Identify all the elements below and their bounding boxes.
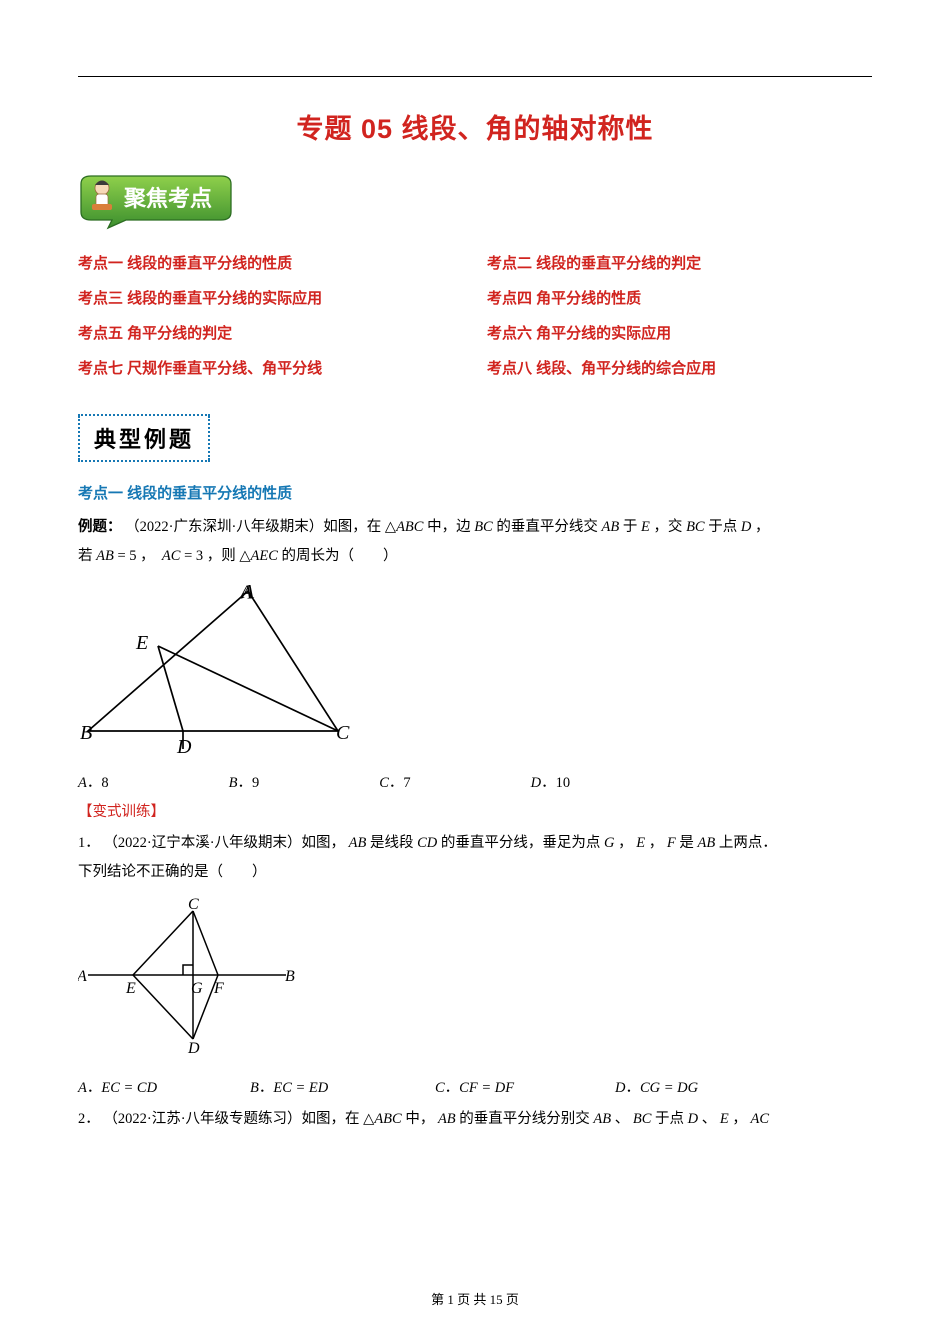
svg-text:D: D [187,1040,200,1055]
opt2-b: B．EC = ED [250,1076,435,1097]
svg-text:B: B [80,722,92,744]
ex-e: E [641,519,650,535]
opt-c: C．7 [379,771,410,792]
q1-e: E [636,835,645,851]
ex-text-5: ，交 [653,519,682,535]
ex-text-2: 中，边 [427,519,471,535]
ex-bc: BC [474,519,493,535]
svg-text:A: A [78,968,87,985]
q1-t1: 是线段 [370,835,414,851]
q2-ac: AC [751,1111,770,1127]
q2-t5: 、 [702,1111,717,1127]
q1-t3: ， [618,835,633,851]
svg-text:F: F [213,980,224,997]
focus-badge: 聚焦考点 [78,174,233,230]
q1-cd: CD [417,835,437,851]
q2-t4: 于点 [655,1111,684,1127]
svg-text:B: B [285,968,295,985]
q1-src: （2022·辽宁本溪·八年级期末）如图， [103,835,345,851]
ex-comma: ， [755,519,770,535]
opt2-a: A．EC = CD [78,1076,250,1097]
q2-num: 2． [78,1111,100,1127]
doc-title: 专题 05 线段、角的轴对称性 [78,107,872,146]
ex-l2c: 的周长为（ ） [282,548,398,564]
example-problem: 例题： （2022·广东深圳·八年级期末）如图，在 △ABC 中，边 BC 的垂… [78,513,872,571]
svg-text:D: D [176,736,192,756]
q1-t5: 是 [679,835,694,851]
section-1-head: 考点一 线段的垂直平分线的性质 [78,482,872,503]
ex-text-6: 于点 [708,519,737,535]
ex-tri2: AEC [251,548,278,564]
ex-l2a: 若 [78,548,93,564]
q1-t4: ， [649,835,664,851]
page-footer: 第 1 页 共 15 页 [0,1289,950,1308]
svg-text:A: A [240,581,255,603]
ex-eq1: AB [96,548,114,564]
svg-text:E: E [135,632,148,654]
ex-text-1: （2022·广东深圳·八年级期末）如图，在 [125,519,381,535]
figure-1: A A A B C D E A [78,581,872,761]
ex-text-3: 的垂直平分线交 [496,519,598,535]
point-3: 考点三 线段的垂直平分线的实际应用 [78,287,463,308]
badge-text: 聚焦考点 [123,186,212,211]
opt-b: B．9 [229,771,260,792]
svg-text:E: E [125,980,136,997]
svg-text:C: C [336,722,350,744]
q2-t1: 中， [405,1111,434,1127]
q2-d: D [688,1111,698,1127]
opt-d: D．10 [531,771,570,792]
q2-src: （2022·江苏·八年级专题练习）如图，在 [103,1111,359,1127]
question-2: 2． （2022·江苏·八年级专题练习）如图，在 △ABC 中， AB 的垂直平… [78,1105,872,1134]
point-7: 考点七 尺规作垂直平分线、角平分线 [78,357,463,378]
example-box: 典型例题 [78,414,210,462]
q1-ab: AB [349,835,367,851]
q1-ab2: AB [697,835,715,851]
point-4: 考点四 角平分线的性质 [487,287,872,308]
q2-ab: AB [438,1111,456,1127]
q2-t2: 的垂直平分线分别交 [459,1111,590,1127]
q2-ab2: AB [593,1111,611,1127]
svg-text:C: C [188,897,199,913]
q1-f: F [667,835,676,851]
point-2: 考点二 线段的垂直平分线的判定 [487,252,872,273]
example-box-label: 典型例题 [78,416,210,460]
svg-text:G: G [191,980,203,997]
page: 专题 05 线段、角的轴对称性 聚焦考点 考点一 线段的垂直平分线的性质 考点二… [0,0,950,1344]
ex-text-4: 于 [623,519,638,535]
q2-t3: 、 [615,1111,630,1127]
q1-t6: 上两点． [719,835,777,851]
q2-t6: ， [732,1111,747,1127]
ex-ab: AB [601,519,619,535]
point-5: 考点五 角平分线的判定 [78,322,463,343]
options-2: A．EC = CD B．EC = ED C．CF = DF D．CG = DG [78,1076,872,1097]
example-label: 例题： [78,519,122,535]
variant-head: 【变式训练】 [78,800,872,821]
top-rule [78,76,872,77]
ex-eq2: AC [162,548,181,564]
point-1: 考点一 线段的垂直平分线的性质 [78,252,463,273]
figure-2: A B C D E F G [78,897,872,1060]
q1-t2: 的垂直平分线，垂足为点 [441,835,601,851]
ex-tri: ABC [396,519,423,535]
ex-l2b: ，则 [207,548,236,564]
ex-d: D [741,519,751,535]
ex-sep: ， [140,548,155,564]
opt2-d: D．CG = DG [615,1076,698,1097]
ex-bc2: BC [686,519,705,535]
point-8: 考点八 线段、角平分线的综合应用 [487,357,872,378]
options-1: A．8 B．9 C．7 D．10 [78,771,872,792]
q2-bc: BC [633,1111,652,1127]
points-grid: 考点一 线段的垂直平分线的性质 考点二 线段的垂直平分线的判定 考点三 线段的垂… [78,252,872,378]
question-1: 1． （2022·辽宁本溪·八年级期末）如图， AB 是线段 CD 的垂直平分线… [78,829,872,887]
q1-g: G [604,835,614,851]
point-6: 考点六 角平分线的实际应用 [487,322,872,343]
q1-line2: 下列结论不正确的是（ ） [78,864,267,880]
opt2-c: C．CF = DF [435,1076,615,1097]
q1-num: 1． [78,835,100,851]
q2-abc: ABC [374,1111,401,1127]
q2-e: E [720,1111,729,1127]
opt-a: A．8 [78,771,109,792]
